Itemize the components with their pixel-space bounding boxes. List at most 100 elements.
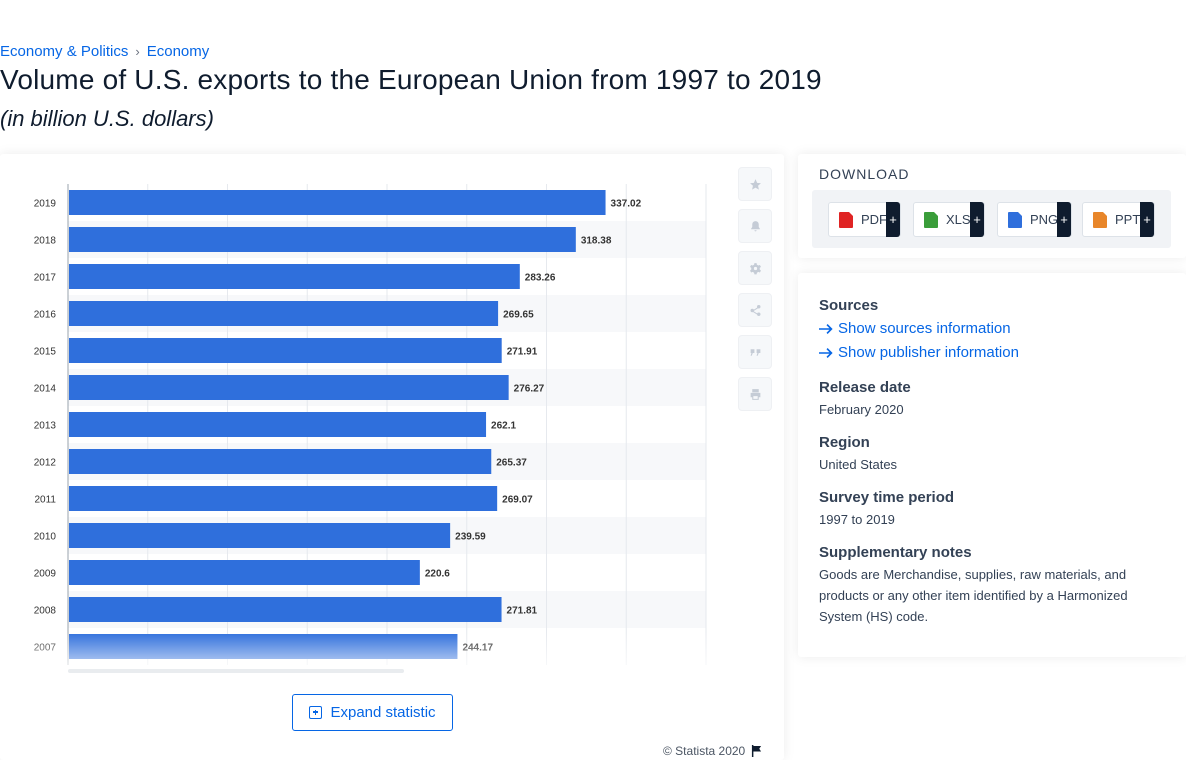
- chart-tools: [738, 167, 772, 419]
- page-title: Volume of U.S. exports to the European U…: [0, 64, 822, 95]
- flag-icon[interactable]: [751, 745, 762, 757]
- star-icon: [749, 178, 761, 190]
- bar[interactable]: [69, 338, 502, 363]
- download-xls-label: XLS: [946, 212, 971, 227]
- download-pdf-button[interactable]: PDF +: [828, 202, 901, 237]
- bar[interactable]: [69, 560, 420, 585]
- page-subtitle: (in billion U.S. dollars): [0, 106, 214, 131]
- expand-statistic-label: Expand statistic: [330, 704, 436, 721]
- xls-icon: [924, 211, 938, 228]
- download-ppt-label: PPT: [1115, 212, 1141, 227]
- show-publisher-link[interactable]: Show publisher information: [819, 344, 1019, 361]
- bar[interactable]: [69, 412, 487, 437]
- y-tick-label: 2016: [34, 310, 57, 321]
- data-label: 276.27: [514, 384, 545, 395]
- breadcrumb-item-economy[interactable]: Economy: [146, 43, 210, 60]
- data-label: 283.26: [525, 273, 556, 284]
- download-xls-button[interactable]: XLS +: [913, 202, 985, 237]
- y-tick-label: 2011: [34, 495, 56, 506]
- y-tick-label: 2012: [34, 458, 57, 469]
- download-png-button[interactable]: PNG +: [997, 202, 1072, 237]
- breadcrumb: Economy & Politics › Economy: [0, 43, 209, 60]
- supplementary-notes-heading: Supplementary notes: [819, 544, 972, 561]
- release-date-value: February 2020: [819, 402, 904, 417]
- share-button[interactable]: [738, 293, 772, 327]
- statistic-info-card: Sources Show sources information Show pu…: [798, 273, 1186, 657]
- settings-button[interactable]: [738, 251, 772, 285]
- download-png-plus[interactable]: +: [1057, 202, 1071, 237]
- share-icon: [750, 304, 760, 316]
- copyright: © Statista 2020: [663, 744, 762, 758]
- region-value: United States: [819, 457, 898, 472]
- expand-icon: [309, 706, 323, 719]
- chart-card: 2019 337.02 2018 318.38 2017 283.26 2016 269.65…: [0, 154, 784, 760]
- y-tick-label: 2019: [34, 199, 57, 210]
- bar[interactable]: [69, 190, 606, 215]
- show-publisher-label: Show publisher information: [838, 344, 1019, 361]
- cite-button[interactable]: [738, 335, 772, 369]
- bar[interactable]: [69, 227, 576, 252]
- survey-period-heading: Survey time period: [819, 489, 955, 506]
- notification-button[interactable]: [738, 209, 772, 243]
- gear-icon: [749, 262, 761, 274]
- ppt-icon: [1093, 211, 1107, 228]
- bar[interactable]: [69, 375, 509, 400]
- bar[interactable]: [69, 597, 502, 622]
- png-icon: [1008, 211, 1022, 228]
- y-tick-label: 2015: [34, 347, 57, 358]
- data-label: 271.91: [507, 347, 538, 358]
- arrow-right-icon: [819, 323, 833, 334]
- data-label: 220.6: [425, 569, 450, 580]
- bar[interactable]: [69, 449, 492, 474]
- region-heading: Region: [819, 434, 870, 451]
- data-label: 269.65: [503, 310, 534, 321]
- bar[interactable]: [69, 301, 499, 326]
- bar-chart: 2019 337.02 2018 318.38 2017 283.26 2016 269.65…: [34, 184, 707, 665]
- y-tick-label: 2009: [34, 569, 57, 580]
- quote-icon: [750, 348, 760, 356]
- download-card: DOWNLOAD PDF + XLS + PNG + PPT +: [798, 154, 1186, 258]
- download-xls-plus[interactable]: +: [970, 202, 984, 237]
- download-button-bar: PDF + XLS + PNG + PPT +: [812, 190, 1171, 248]
- y-tick-label: 2008: [34, 606, 57, 617]
- arrow-right-icon: [819, 347, 833, 358]
- survey-period-value: 1997 to 2019: [819, 512, 895, 527]
- bar[interactable]: [69, 523, 451, 548]
- y-tick-label: 2013: [34, 421, 57, 432]
- data-label: 239.59: [455, 532, 486, 543]
- breadcrumb-separator: ›: [135, 44, 140, 59]
- download-ppt-plus[interactable]: +: [1140, 202, 1154, 237]
- data-label: 262.1: [491, 421, 516, 432]
- print-button[interactable]: [738, 377, 772, 411]
- data-label: 244.17: [462, 643, 493, 654]
- download-pdf-label: PDF: [861, 212, 887, 227]
- show-sources-label: Show sources information: [838, 320, 1011, 337]
- show-sources-link[interactable]: Show sources information: [819, 320, 1011, 337]
- bell-icon: [750, 220, 760, 231]
- release-date-heading: Release date: [819, 379, 911, 396]
- data-label: 269.07: [502, 495, 533, 506]
- sources-heading: Sources: [819, 297, 879, 314]
- data-label: 318.38: [581, 236, 612, 247]
- chart-scrollbar[interactable]: [68, 669, 404, 673]
- download-pdf-plus[interactable]: +: [886, 202, 900, 237]
- y-tick-label: 2018: [34, 236, 57, 247]
- data-label: 265.37: [496, 458, 527, 469]
- print-icon: [750, 388, 760, 400]
- y-tick-label: 2014: [34, 384, 57, 395]
- favorite-button[interactable]: [738, 167, 772, 201]
- data-label: 271.81: [507, 606, 538, 617]
- download-ppt-button[interactable]: PPT +: [1082, 202, 1155, 237]
- bar[interactable]: [69, 486, 498, 511]
- y-tick-label: 2017: [34, 273, 57, 284]
- bar[interactable]: [69, 264, 520, 289]
- copyright-text: © Statista 2020: [663, 744, 746, 758]
- bar[interactable]: [69, 634, 458, 659]
- pdf-icon: [839, 211, 853, 228]
- expand-statistic-button[interactable]: Expand statistic: [292, 694, 453, 731]
- supplementary-notes-value: Goods are Merchandise, supplies, raw mat…: [819, 567, 1128, 624]
- y-tick-label: 2010: [34, 532, 57, 543]
- download-png-label: PNG: [1030, 212, 1059, 227]
- y-tick-label: 2007: [34, 643, 57, 654]
- breadcrumb-item-economy-politics[interactable]: Economy & Politics: [0, 43, 129, 60]
